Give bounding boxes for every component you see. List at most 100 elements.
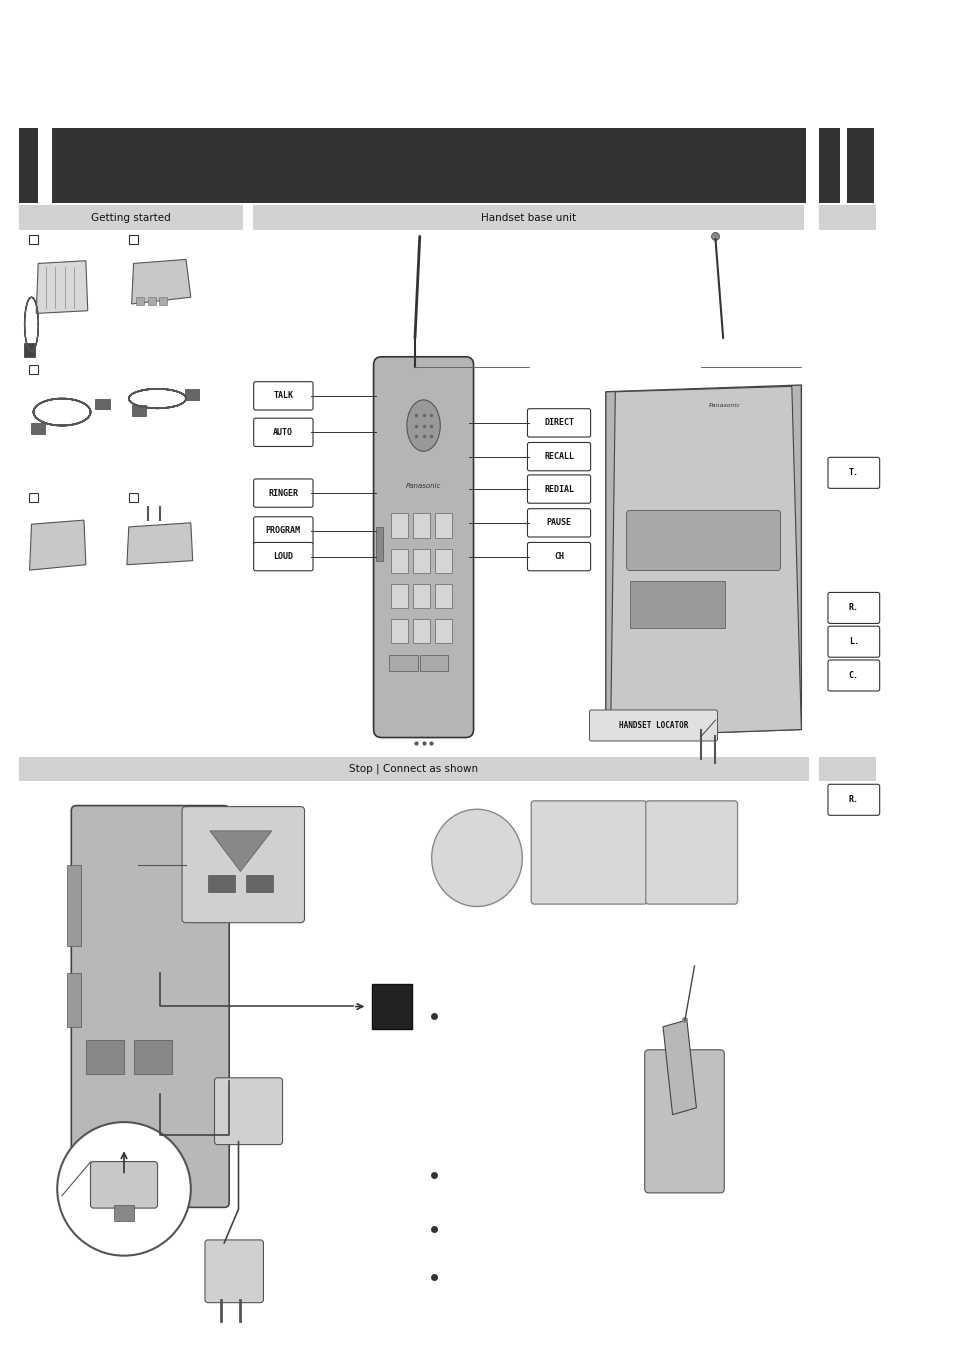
FancyBboxPatch shape	[253, 419, 313, 446]
Bar	[818, 757, 875, 781]
Text: RINGER: RINGER	[268, 489, 298, 497]
Bar	[159, 297, 167, 305]
Bar	[413, 513, 430, 538]
FancyBboxPatch shape	[374, 357, 473, 738]
Polygon shape	[610, 386, 801, 736]
Bar	[435, 584, 452, 608]
Bar	[148, 297, 155, 305]
Bar	[67, 973, 81, 1027]
Bar	[391, 584, 408, 608]
FancyBboxPatch shape	[527, 443, 590, 470]
Text: Panasonic: Panasonic	[708, 403, 740, 408]
FancyBboxPatch shape	[527, 509, 590, 536]
Text: R.: R.	[848, 796, 858, 804]
FancyBboxPatch shape	[827, 627, 879, 657]
Polygon shape	[127, 523, 193, 565]
FancyBboxPatch shape	[182, 807, 304, 923]
Bar	[95, 399, 110, 409]
Text: T.: T.	[848, 469, 858, 477]
Text: LOUD: LOUD	[274, 553, 293, 561]
Bar	[129, 493, 137, 503]
FancyBboxPatch shape	[214, 1078, 282, 1144]
FancyBboxPatch shape	[645, 801, 737, 904]
Bar	[185, 389, 199, 400]
Text: C.: C.	[848, 671, 858, 680]
FancyBboxPatch shape	[626, 511, 780, 570]
Bar	[132, 405, 146, 416]
Text: AUTO: AUTO	[274, 428, 293, 436]
FancyBboxPatch shape	[91, 1162, 157, 1208]
Bar	[114, 1205, 133, 1221]
Polygon shape	[36, 261, 88, 313]
Bar	[375, 527, 382, 561]
Bar	[19, 205, 243, 230]
Bar	[818, 128, 839, 203]
Bar	[818, 205, 875, 230]
Polygon shape	[132, 259, 191, 304]
Bar	[413, 584, 430, 608]
Bar	[29, 235, 37, 245]
Bar	[435, 549, 452, 573]
Ellipse shape	[431, 809, 522, 907]
Bar	[24, 343, 35, 357]
Bar	[435, 513, 452, 538]
Bar	[208, 875, 234, 892]
Bar	[86, 1040, 124, 1074]
Bar	[67, 865, 81, 946]
Text: HANDSET LOCATOR: HANDSET LOCATOR	[618, 721, 687, 730]
Bar	[435, 619, 452, 643]
Text: Getting started: Getting started	[91, 212, 171, 223]
Bar	[629, 581, 724, 628]
Text: REDIAL: REDIAL	[543, 485, 574, 493]
FancyBboxPatch shape	[589, 711, 717, 740]
Bar	[419, 655, 448, 671]
Bar	[253, 205, 803, 230]
FancyBboxPatch shape	[253, 382, 313, 409]
Bar	[133, 1040, 172, 1074]
Polygon shape	[605, 385, 801, 736]
Bar	[129, 235, 137, 245]
FancyBboxPatch shape	[253, 480, 313, 507]
FancyBboxPatch shape	[71, 805, 229, 1208]
Text: DIRECT: DIRECT	[543, 419, 574, 427]
Bar	[391, 619, 408, 643]
Bar	[389, 655, 417, 671]
Bar	[413, 619, 430, 643]
Bar	[52, 128, 805, 203]
Bar	[19, 128, 38, 203]
Text: CH: CH	[554, 553, 563, 561]
Polygon shape	[30, 520, 86, 570]
FancyBboxPatch shape	[205, 1240, 263, 1302]
Circle shape	[681, 1017, 687, 1023]
Text: TALK: TALK	[274, 392, 293, 400]
Text: Panasonic: Panasonic	[405, 484, 441, 489]
Polygon shape	[210, 831, 272, 871]
FancyBboxPatch shape	[827, 785, 879, 815]
Bar	[391, 549, 408, 573]
Bar	[391, 513, 408, 538]
FancyBboxPatch shape	[827, 661, 879, 690]
FancyBboxPatch shape	[827, 593, 879, 623]
Bar	[846, 128, 873, 203]
Bar	[30, 423, 45, 434]
Circle shape	[711, 232, 719, 240]
FancyBboxPatch shape	[527, 409, 590, 436]
Bar	[29, 365, 37, 374]
Text: PAUSE: PAUSE	[546, 519, 571, 527]
FancyBboxPatch shape	[253, 517, 313, 544]
Text: Stop | Connect as shown: Stop | Connect as shown	[349, 763, 478, 774]
Bar	[372, 984, 412, 1029]
Text: RECALL: RECALL	[543, 453, 574, 461]
Circle shape	[57, 1123, 191, 1255]
FancyBboxPatch shape	[827, 458, 879, 488]
Ellipse shape	[406, 400, 439, 451]
FancyBboxPatch shape	[253, 543, 313, 570]
Polygon shape	[662, 1020, 696, 1115]
Text: L.: L.	[848, 638, 858, 646]
FancyBboxPatch shape	[527, 476, 590, 503]
Bar	[246, 875, 273, 892]
FancyBboxPatch shape	[531, 801, 646, 904]
FancyBboxPatch shape	[644, 1050, 723, 1193]
FancyBboxPatch shape	[527, 543, 590, 570]
Text: R.: R.	[848, 604, 858, 612]
